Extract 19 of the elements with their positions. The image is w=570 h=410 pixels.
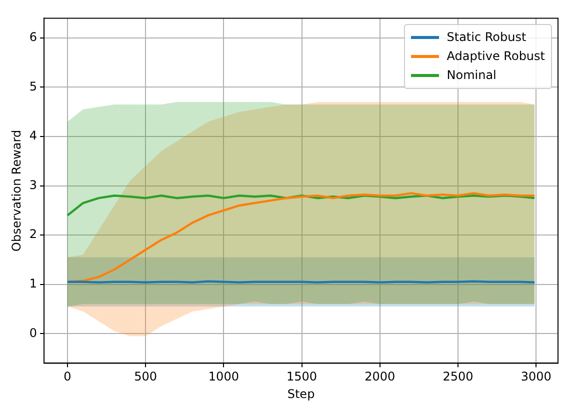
x-tick-label: 3000: [520, 370, 552, 384]
y-tick-label: 3: [29, 178, 38, 192]
x-tick-label: 2000: [364, 370, 396, 384]
x-tick-label: 1000: [208, 370, 239, 384]
legend-label: Adaptive Robust: [446, 48, 545, 66]
x-axis-title: Step: [287, 386, 315, 401]
x-tick-label: 2500: [442, 370, 474, 384]
y-tick-label: 0: [29, 326, 38, 340]
x-tick-label: 1500: [286, 370, 318, 384]
y-tick-label: 2: [29, 227, 38, 242]
x-tick-label: 500: [134, 370, 158, 384]
y-tick-label: 4: [29, 128, 38, 143]
legend-label: Nominal: [446, 67, 496, 84]
legend-label: Static Robust: [446, 29, 526, 46]
y-axis-title: Observation Reward: [9, 130, 24, 252]
x-tick-label: 0: [64, 370, 72, 384]
y-tick-label: 5: [29, 79, 38, 94]
y-tick-label: 6: [29, 30, 38, 44]
y-tick-label: 1: [29, 276, 38, 290]
